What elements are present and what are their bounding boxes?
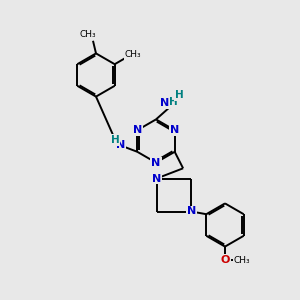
Text: N: N: [152, 158, 160, 168]
Text: N: N: [116, 140, 125, 150]
Text: N: N: [133, 125, 142, 135]
Text: N: N: [160, 98, 169, 109]
Text: CH₃: CH₃: [124, 50, 141, 59]
Text: N: N: [170, 125, 179, 135]
Text: N: N: [187, 206, 196, 217]
Text: H: H: [175, 90, 184, 100]
Text: CH₃: CH₃: [79, 30, 96, 39]
Text: CH₃: CH₃: [234, 256, 250, 265]
Text: N: N: [152, 173, 161, 184]
Text: H: H: [111, 135, 119, 145]
Text: O: O: [220, 255, 230, 265]
Text: H: H: [169, 97, 178, 107]
